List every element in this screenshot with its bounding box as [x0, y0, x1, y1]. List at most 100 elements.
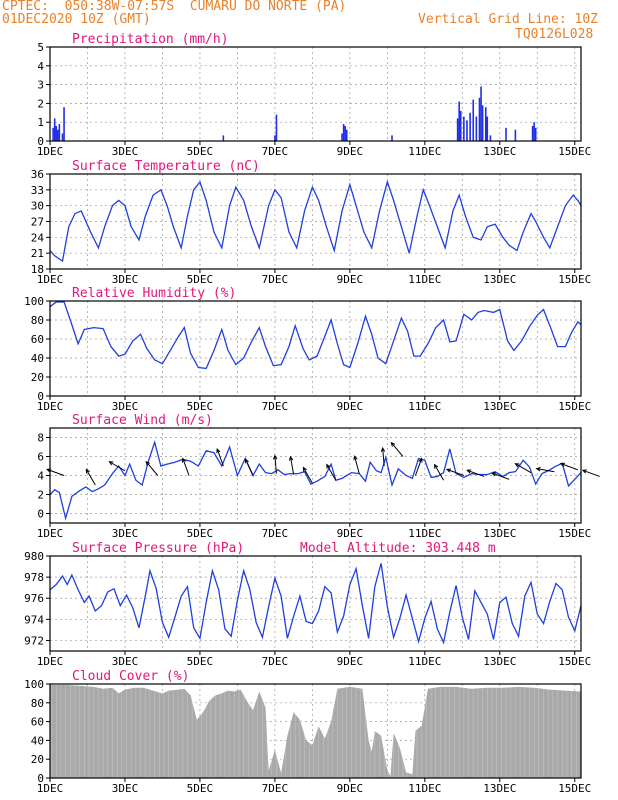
x-tick-label: 1DEC: [37, 782, 64, 795]
wind-arrow: [445, 468, 465, 476]
pressure-panel: 972 974 976 978 980 1DEC 3DEC 5DEC 7DEC 9DEC 11DEC…: [24, 541, 591, 668]
x-tick-label: 15DEC: [558, 145, 591, 158]
x-tick-label: 3DEC: [112, 145, 139, 158]
x-tick-label: 1DEC: [37, 527, 64, 540]
wind-arrow: [302, 466, 313, 484]
x-tick-label: 1DEC: [37, 145, 64, 158]
x-tick-label: 5DEC: [187, 273, 214, 286]
precip-bar: [533, 122, 535, 141]
wind-arrow: [535, 467, 555, 473]
precip-bar: [466, 120, 468, 141]
precip-bar: [458, 101, 460, 141]
precip-bar: [486, 116, 489, 141]
humidity-panel: 0 20 40 60 80 100 1DEC 3DEC 5DEC 7DEC 9DEC 11DEC 13D…: [24, 286, 591, 413]
x-tick-label: 13DEC: [483, 145, 516, 158]
precip-bar: [481, 105, 484, 141]
wind-title: Surface Wind (m/s): [72, 413, 213, 428]
wind-arrow: [288, 455, 295, 475]
precip-bar: [531, 125, 534, 141]
x-tick-label: 15DEC: [558, 273, 591, 286]
y-tick-label: 3: [37, 79, 44, 92]
precip-bar: [52, 127, 54, 141]
precip-bar: [489, 135, 492, 141]
panel-frame: [49, 683, 582, 779]
x-tick-label: 3DEC: [112, 655, 139, 668]
y-tick-label: 972: [24, 634, 44, 647]
cloud-cover-area: [50, 684, 581, 778]
x-tick-label: 1DEC: [37, 400, 64, 413]
x-tick-label: 9DEC: [337, 400, 364, 413]
y-tick-label: 2: [37, 97, 44, 110]
y-tick-label: 0: [37, 772, 44, 785]
y-tick-label: 1: [37, 116, 44, 129]
x-tick-label: 11DEC: [408, 655, 441, 668]
x-tick-label: 7DEC: [262, 145, 289, 158]
wind-arrow: [559, 462, 579, 471]
temperature-panel: 18 21 24 27 30 33 36 1DEC 3DEC 5DEC 7DEC 9DEC 11DEC 1…: [31, 159, 592, 286]
pressure-series-line: [50, 563, 581, 645]
precip-bar: [61, 133, 64, 141]
y-tick-label: 27: [31, 216, 44, 229]
x-tick-label: 9DEC: [337, 782, 364, 795]
y-tick-label: 6: [37, 451, 44, 464]
precip-bar: [469, 112, 471, 141]
wind-arrow: [181, 457, 190, 476]
y-tick-label: 24: [31, 231, 45, 244]
precip-bar: [472, 99, 475, 141]
panel-frame: [49, 300, 582, 397]
y-tick-label: 36: [31, 168, 44, 181]
wind-arrow: [433, 463, 444, 481]
wind-panel: 0 2 4 6 8 1DEC 3DEC 5DEC 7DEC 9DEC 11DEC 13DEC 15DEC…: [37, 413, 600, 540]
y-tick-label: 4: [37, 470, 44, 483]
panel-frame: [49, 46, 582, 142]
wind-arrow: [466, 469, 485, 477]
y-tick-label: 40: [31, 352, 44, 365]
wind-arrow: [273, 454, 278, 474]
y-tick-label: 974: [24, 613, 44, 626]
wind-arrow: [108, 461, 126, 472]
precip-bar: [342, 124, 345, 141]
x-tick-label: 5DEC: [187, 527, 214, 540]
x-tick-label: 7DEC: [262, 400, 289, 413]
x-tick-label: 5DEC: [187, 145, 214, 158]
y-tick-label: 80: [31, 314, 44, 327]
wind-arrow: [491, 472, 510, 480]
cloud-panel: 0 20 40 60 80 100 1DEC 3DEC 5DEC 7DEC 9DEC 11DEC 13D…: [24, 669, 591, 795]
wind-arrow: [145, 460, 159, 476]
x-tick-label: 7DEC: [262, 782, 289, 795]
precip-bar: [534, 127, 537, 141]
wind-arrow: [380, 446, 386, 467]
precip-bar: [57, 129, 59, 141]
humidity-series-line: [50, 301, 581, 370]
x-tick-label: 15DEC: [558, 527, 591, 540]
precip-bar: [55, 125, 58, 141]
y-tick-label: 20: [31, 753, 44, 766]
y-tick-label: 100: [24, 678, 44, 691]
x-tick-label: 11DEC: [408, 145, 441, 158]
precip-bar: [478, 97, 481, 141]
y-tick-label: 5: [37, 41, 44, 54]
y-tick-label: 0: [37, 508, 44, 521]
precip-bar: [58, 124, 61, 141]
x-tick-label: 15DEC: [558, 400, 591, 413]
precip-bar: [222, 135, 225, 141]
wind-arrow: [514, 463, 532, 474]
y-tick-label: 2: [37, 489, 44, 502]
precip-title: Precipitation (mm/h): [72, 32, 229, 47]
x-tick-label: 3DEC: [112, 400, 139, 413]
wind-arrow: [353, 455, 360, 474]
y-tick-label: 980: [24, 550, 44, 563]
x-tick-label: 7DEC: [262, 527, 289, 540]
x-tick-label: 13DEC: [483, 782, 516, 795]
x-tick-label: 9DEC: [337, 527, 364, 540]
x-tick-label: 9DEC: [337, 273, 364, 286]
precip-bar: [463, 116, 465, 141]
pressure-title: Surface Pressure (hPa): [72, 541, 244, 556]
y-tick-label: 0: [37, 135, 44, 148]
x-tick-label: 3DEC: [112, 527, 139, 540]
temperature-title: Surface Temperature (nC): [72, 159, 260, 174]
x-tick-label: 1DEC: [37, 273, 64, 286]
y-tick-label: 976: [24, 592, 44, 605]
y-tick-label: 978: [24, 571, 44, 584]
